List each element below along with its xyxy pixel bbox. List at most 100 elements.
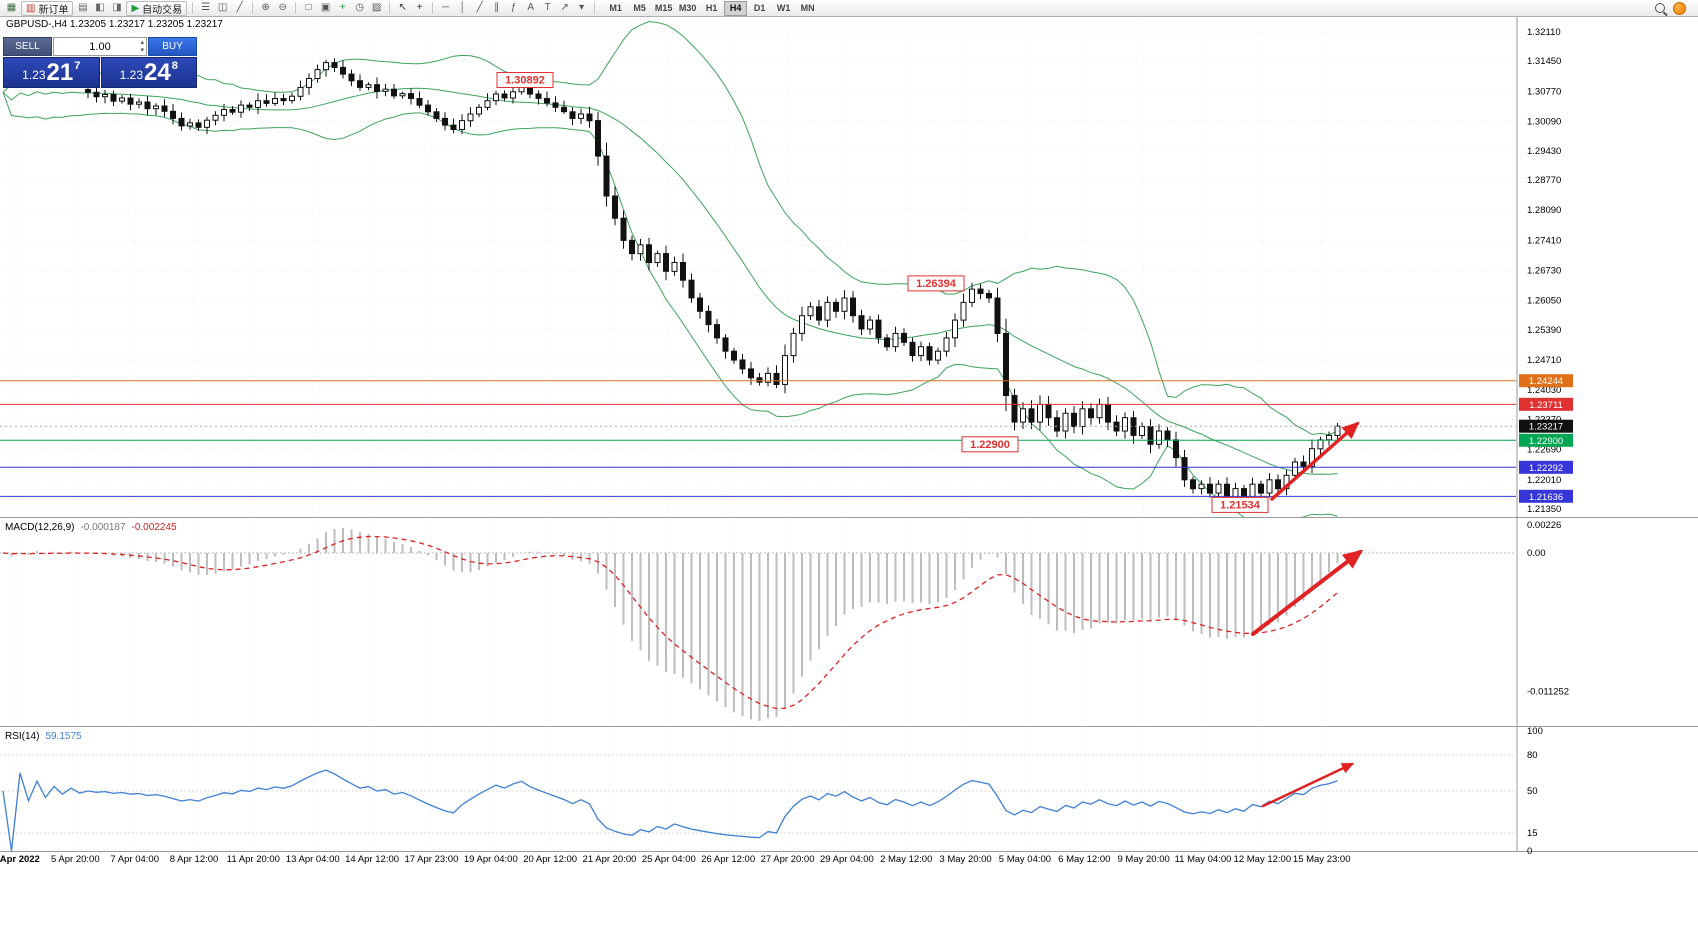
- timeframe-w1[interactable]: W1: [776, 3, 791, 13]
- navigator-icon[interactable]: ◨: [112, 2, 122, 13]
- cascade-windows-icon[interactable]: ▣: [320, 2, 331, 13]
- crosshair-icon[interactable]: +: [416, 2, 423, 13]
- text-icon[interactable]: A: [527, 2, 534, 13]
- arrows-tool-icon[interactable]: ↗: [560, 2, 569, 13]
- macd-name: MACD(12,26,9): [5, 522, 75, 533]
- notification-badge[interactable]: [1673, 1, 1686, 15]
- price-callout[interactable]: 1.22900: [961, 436, 1019, 453]
- line-chart-icon[interactable]: ╱: [236, 2, 243, 13]
- sell-button[interactable]: SELL: [3, 37, 52, 56]
- candle: [671, 256, 678, 276]
- timeframe-m15[interactable]: M15: [654, 3, 673, 13]
- cursor-icon[interactable]: ↖: [398, 2, 407, 13]
- price-axis-label: 1.24030: [1527, 385, 1561, 396]
- candle: [731, 348, 737, 364]
- fibonacci-icon[interactable]: ƒ: [510, 2, 517, 13]
- volume-down-icon[interactable]: ▾: [140, 47, 144, 54]
- dropdown-chevron-icon[interactable]: ▾: [579, 2, 585, 13]
- candlestick-chart-icon[interactable]: ◫: [217, 2, 228, 13]
- price-callout[interactable]: 1.30892: [496, 72, 554, 88]
- svg-text:1.21636: 1.21636: [1529, 492, 1563, 503]
- timeframe-m1[interactable]: M1: [609, 3, 622, 13]
- price-axis-label: 1.27410: [1527, 235, 1561, 246]
- zoom-in-icon[interactable]: ⊕: [261, 2, 270, 13]
- time-axis-label: 20 Apr 12:00: [523, 854, 577, 865]
- timeframe-mn[interactable]: MN: [800, 3, 815, 13]
- rsi-axis-label: 50: [1527, 786, 1538, 797]
- timeframe-m5[interactable]: M5: [633, 3, 646, 13]
- trend-arrow-object[interactable]: [1270, 421, 1360, 501]
- price-tag: 1.22900: [1519, 433, 1573, 447]
- search-icon[interactable]: [1655, 3, 1665, 13]
- candle: [816, 299, 822, 326]
- candle: [705, 305, 712, 333]
- candle: [1198, 480, 1205, 495]
- candle: [1071, 406, 1077, 434]
- text-label-icon[interactable]: T: [544, 2, 551, 13]
- buy-button[interactable]: BUY: [148, 37, 197, 56]
- timeframe-h1[interactable]: H1: [705, 3, 718, 13]
- candle: [204, 116, 210, 134]
- buy-price-display[interactable]: 1.23 24 8: [100, 57, 197, 88]
- volume-up-icon[interactable]: ▴: [140, 39, 144, 46]
- horizontal-line-icon[interactable]: ─: [442, 2, 450, 13]
- timeframe-d1[interactable]: D1: [753, 3, 766, 13]
- trend-arrow-object[interactable]: [1251, 549, 1364, 636]
- vertical-line-icon[interactable]: │: [459, 2, 466, 13]
- candle: [221, 104, 227, 122]
- price-callout[interactable]: 1.26394: [907, 275, 965, 292]
- toolbar-separator: [432, 2, 434, 14]
- trend-arrow-object[interactable]: [1261, 762, 1355, 808]
- volume-stepper[interactable]: ▴ ▾: [140, 39, 144, 55]
- tile-windows-icon[interactable]: □: [305, 2, 312, 13]
- candle: [561, 100, 567, 114]
- toolbar-separator: [594, 2, 596, 14]
- toolbar-right-group: [1655, 1, 1694, 15]
- autotrading-button-label: 自动交易: [142, 4, 183, 16]
- new-chart-icon[interactable]: ▦: [6, 2, 17, 13]
- candle: [901, 328, 907, 346]
- templates-icon[interactable]: ▨: [371, 2, 382, 13]
- candle: [136, 98, 142, 109]
- profiles-icon[interactable]: ▤: [78, 2, 88, 13]
- candle: [875, 314, 882, 344]
- candle: [195, 119, 202, 131]
- candle: [1028, 400, 1035, 429]
- bar-chart-icon[interactable]: ☰: [201, 2, 211, 13]
- volume-field[interactable]: 1.00 ▴ ▾: [53, 37, 147, 56]
- time-axis-label: 8 Apr 12:00: [170, 854, 219, 865]
- candle: [680, 253, 686, 288]
- time-axis-label: 26 Apr 12:00: [701, 854, 755, 865]
- macd-value: -0.000187: [80, 522, 126, 533]
- svg-text:1.21534: 1.21534: [1220, 499, 1261, 511]
- candle: [552, 96, 559, 112]
- sell-price-display[interactable]: 1.23 21 7: [3, 57, 100, 88]
- svg-text:1.22900: 1.22900: [1529, 436, 1563, 447]
- time-axis-label: 21 Apr 20:00: [583, 854, 637, 865]
- zoom-out-icon[interactable]: ⊖: [278, 2, 287, 13]
- indicators-icon[interactable]: +: [339, 2, 346, 13]
- candle: [119, 94, 125, 104]
- volume-value[interactable]: 1.00: [89, 40, 111, 53]
- timeframe-h4[interactable]: H4: [724, 0, 748, 16]
- channel-icon[interactable]: ∥: [494, 2, 500, 13]
- trendline-icon[interactable]: ╱: [476, 2, 483, 13]
- time-axis-label: 12 May 12:00: [1234, 854, 1292, 865]
- candle: [1054, 410, 1060, 438]
- market-watch-icon[interactable]: ◧: [95, 2, 105, 13]
- bollinger-lower-band: [2, 92, 1338, 517]
- timeframe-m30[interactable]: M30: [678, 3, 697, 13]
- autotrading-button[interactable]: ▶ 自动交易: [126, 0, 188, 16]
- candle: [289, 92, 295, 104]
- time-axis-label: 25 Apr 04:00: [642, 854, 696, 865]
- candle: [1300, 455, 1307, 471]
- new-order-button[interactable]: ▥ 新订单: [21, 0, 74, 16]
- candle: [586, 106, 593, 128]
- price-axis-label: 1.30770: [1527, 86, 1561, 97]
- svg-text:1.26394: 1.26394: [916, 278, 957, 290]
- price-callout[interactable]: 1.21534: [1211, 496, 1269, 513]
- candle: [425, 100, 431, 116]
- periods-icon[interactable]: ◷: [355, 2, 365, 13]
- candle: [986, 289, 992, 303]
- candle: [612, 186, 618, 226]
